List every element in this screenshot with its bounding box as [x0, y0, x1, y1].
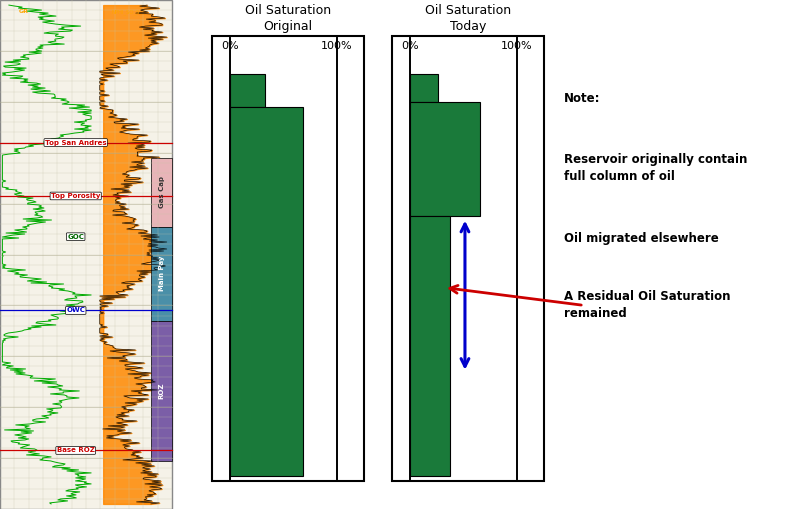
Bar [410, 102, 480, 216]
Text: GOC: GOC [67, 234, 84, 240]
Text: Oil migrated elsewhere: Oil migrated elsewhere [564, 232, 718, 245]
Text: A Residual Oil Saturation
remained: A Residual Oil Saturation remained [564, 290, 730, 320]
Bar [410, 216, 450, 476]
Text: 0%: 0% [402, 41, 419, 51]
Text: 0%: 0% [222, 41, 239, 51]
Bar [230, 107, 303, 476]
Text: Base ROZ: Base ROZ [57, 447, 94, 454]
Text: Reservoir originally contain
full column of oil: Reservoir originally contain full column… [564, 153, 747, 183]
Bar [0, 0, 172, 509]
Bar [392, 36, 544, 481]
Text: Top Porosity: Top Porosity [51, 193, 101, 199]
Text: Oil Saturation
Original: Oil Saturation Original [245, 4, 331, 33]
Bar [410, 74, 438, 102]
Text: Oil Saturation
Today: Oil Saturation Today [425, 4, 511, 33]
Text: 100%: 100% [321, 41, 353, 51]
Bar [151, 158, 172, 227]
Bar [212, 36, 364, 481]
Text: Main Pay: Main Pay [158, 256, 165, 291]
Bar [230, 74, 266, 107]
Text: Top San Andres: Top San Andres [45, 139, 106, 146]
Bar [151, 227, 172, 321]
Text: GR: GR [19, 9, 29, 14]
Bar [151, 321, 172, 461]
Text: ROZ: ROZ [158, 382, 165, 399]
Text: Gas Cap: Gas Cap [158, 176, 165, 208]
Text: Note:: Note: [564, 92, 601, 105]
Text: 100%: 100% [501, 41, 533, 51]
Text: OWC: OWC [66, 307, 85, 314]
Text: NPHI_SO_S: NPHI_SO_S [111, 9, 140, 15]
